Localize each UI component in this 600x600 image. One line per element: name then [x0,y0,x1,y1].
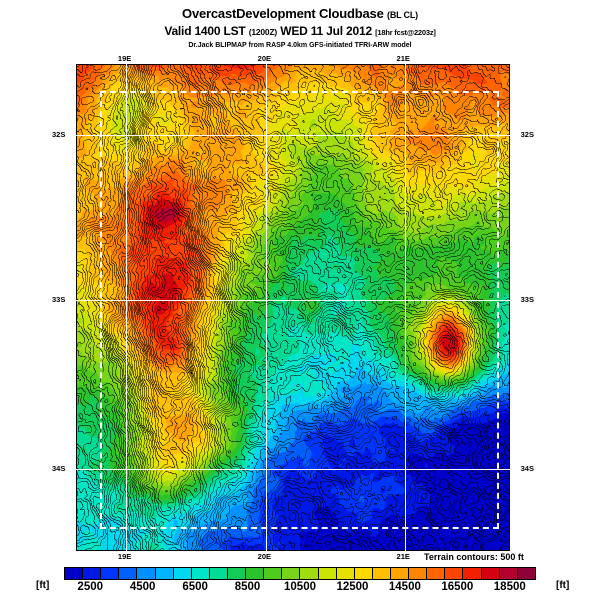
lat-tick-label: 34S [520,464,534,474]
lon-tick-label: 20E [257,54,272,63]
colorbar-tick: 2500 [77,581,104,593]
valid-utc: (1200Z) [248,27,278,37]
colorbar-swatch [499,568,518,579]
colorbar-swatch [445,568,464,579]
lat-tick-label: 32S [52,129,66,139]
colorbar-unit-left: [ft] [36,580,50,591]
colorbar-swatch [191,568,210,579]
title-block: OvercastDevelopment Cloudbase (BL CL) Va… [0,0,600,51]
lon-tick-label: 19E [117,54,132,63]
colorbar-tick: 18500 [493,581,526,593]
colorbar-swatch [427,568,446,579]
colorbar-tick-labels: 2500 4500 6500 8500 10500 12500 14500 16500 1850… [64,581,536,597]
colorbar-swatch [318,568,337,579]
colorbar-swatch [137,568,156,579]
model-source-line: Dr.Jack BLIPMAP from RASP 4.0km GFS-init… [188,42,412,49]
colorbar-tick: 10500 [284,581,316,593]
colorbar-swatch [101,568,120,579]
colorbar-swatch [390,568,410,579]
cloudbase-heatmap[interactable] [76,64,510,551]
colorbar-swatch [336,568,355,579]
lat-tick-label: 32S [520,129,534,139]
valid-date: WED 11 Jul 2012 [280,24,372,38]
valid-prefix: Valid 1400 LST [164,24,246,38]
page-title: OvercastDevelopment Cloudbase (BL CL) [0,7,600,22]
colorbar-swatch [282,568,301,579]
page-title-param: (BL CL) [387,10,418,20]
colorbar-swatch [264,568,283,579]
lat-tick-label: 33S [52,295,66,305]
map-panel[interactable]: 19E 19E 20E 20E 21E 21E 32S 32S 33S 33S 34S 34S [52,54,534,561]
colorbar-swatch [209,568,228,579]
colorbar-gradient[interactable] [64,567,536,580]
colorbar-swatch [246,568,265,579]
colorbar-tick: 16500 [441,581,474,593]
colorbar-swatch [409,568,428,579]
lon-tick-label: 21E [396,552,410,561]
colorbar-tick: 8500 [234,581,261,593]
colorbar-swatch [463,568,482,579]
lon-tick-label: 21E [396,54,410,63]
page-title-main: OvercastDevelopment Cloudbase [182,6,384,21]
colorbar-tick: 6500 [182,581,208,593]
colorbar-unit-right: [ft] [556,580,570,591]
lon-tick-label: 19E [117,552,132,561]
lon-tick-label: 20E [257,552,272,561]
colorbar-swatch [517,568,535,579]
colorbar-panel[interactable]: Terrain contours: 500 ft [ft] 2500 4500 65… [0,552,600,600]
colorbar-tick: 12500 [336,581,369,593]
colorbar-tick: 14500 [388,581,421,593]
colorbar-tick: 4500 [129,581,156,593]
lat-tick-label: 34S [52,464,66,474]
colorbar-swatch [227,568,247,579]
forecast-stamp: [18hr fcst@2203z] [375,28,436,37]
valid-time-line: Valid 1400 LST (1200Z) WED 11 Jul 2012 [… [0,24,600,40]
colorbar-swatch [300,568,319,579]
colorbar-swatch [372,568,391,579]
lat-tick-label: 33S [520,295,534,305]
terrain-contour-note: Terrain contours: 500 ft [424,552,524,562]
colorbar-swatch [173,568,192,579]
colorbar-swatch [65,568,84,579]
colorbar-swatch [119,568,138,579]
colorbar-swatch [83,568,102,579]
colorbar-swatch [481,568,500,579]
colorbar-swatch [354,568,373,579]
colorbar-swatch [155,568,174,579]
